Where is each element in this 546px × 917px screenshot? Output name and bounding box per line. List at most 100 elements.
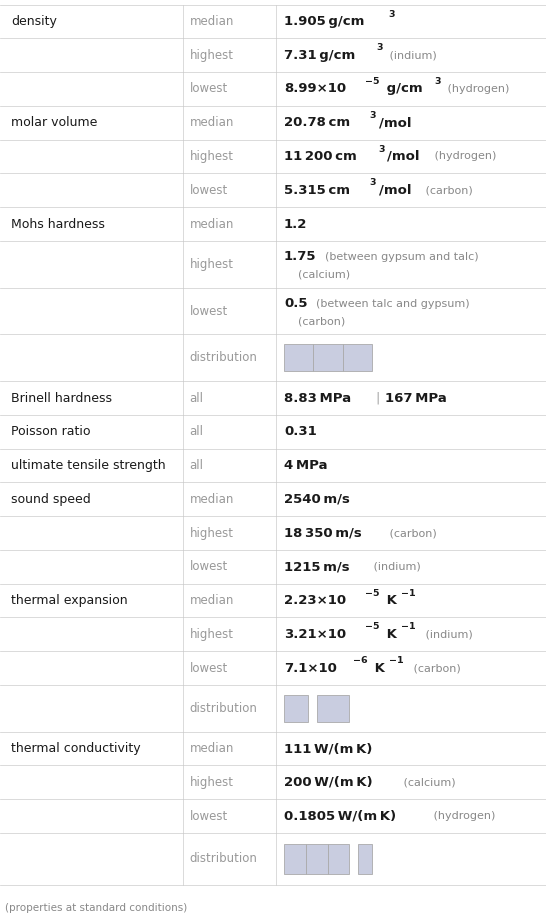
Text: thermal conductivity: thermal conductivity <box>11 742 140 755</box>
Text: 2540 m/s: 2540 m/s <box>284 492 350 506</box>
Text: −5: −5 <box>365 623 379 632</box>
Text: (calcium): (calcium) <box>298 270 349 280</box>
Text: Mohs hardness: Mohs hardness <box>11 217 105 230</box>
Text: (between gypsum and talc): (between gypsum and talc) <box>325 252 478 261</box>
Text: (carbon): (carbon) <box>410 663 460 673</box>
Text: −1: −1 <box>401 623 416 632</box>
Text: K: K <box>372 661 385 675</box>
Text: lowest: lowest <box>189 83 228 95</box>
Text: Poisson ratio: Poisson ratio <box>11 425 91 438</box>
Text: (hydrogen): (hydrogen) <box>431 151 496 161</box>
Text: median: median <box>189 492 234 506</box>
Text: distribution: distribution <box>189 351 257 364</box>
Text: 0.31: 0.31 <box>284 425 317 438</box>
Text: (properties at standard conditions): (properties at standard conditions) <box>5 903 188 913</box>
Text: distribution: distribution <box>189 702 257 715</box>
Text: highest: highest <box>189 526 234 539</box>
Bar <box>313 344 343 371</box>
Text: all: all <box>189 425 204 438</box>
Text: 200 W/(m K): 200 W/(m K) <box>284 776 372 789</box>
Text: highest: highest <box>189 49 234 61</box>
Text: −5: −5 <box>365 77 379 86</box>
Text: K: K <box>384 628 397 641</box>
Text: (calcium): (calcium) <box>400 778 455 788</box>
Text: 167 MPa: 167 MPa <box>385 392 447 404</box>
Text: 11 200 cm: 11 200 cm <box>284 150 357 163</box>
Bar <box>284 695 308 722</box>
Text: sound speed: sound speed <box>11 492 91 506</box>
Text: K: K <box>384 594 397 607</box>
Bar <box>358 844 372 874</box>
Text: 3.21×10: 3.21×10 <box>284 628 346 641</box>
Text: |: | <box>375 392 379 404</box>
Text: median: median <box>189 594 234 607</box>
Text: 18 350 m/s: 18 350 m/s <box>284 526 361 539</box>
Bar <box>343 344 372 371</box>
Text: 1.905 g/cm: 1.905 g/cm <box>284 15 364 28</box>
Text: median: median <box>189 15 234 28</box>
Text: /mol: /mol <box>387 150 420 163</box>
Bar <box>317 695 349 722</box>
Text: lowest: lowest <box>189 304 228 317</box>
Bar <box>328 844 349 874</box>
Text: −1: −1 <box>389 657 404 665</box>
Text: lowest: lowest <box>189 810 228 823</box>
Text: (hydrogen): (hydrogen) <box>430 812 496 821</box>
Text: (indium): (indium) <box>370 562 421 572</box>
Text: 8.99×10: 8.99×10 <box>284 83 346 95</box>
Text: 4 MPa: 4 MPa <box>284 459 328 472</box>
Bar <box>284 844 306 874</box>
Text: (carbon): (carbon) <box>422 185 473 195</box>
Text: all: all <box>189 459 204 472</box>
Text: −1: −1 <box>401 589 416 598</box>
Text: median: median <box>189 742 234 755</box>
Text: all: all <box>189 392 204 404</box>
Text: (hydrogen): (hydrogen) <box>444 84 509 94</box>
Text: thermal expansion: thermal expansion <box>11 594 128 607</box>
Text: highest: highest <box>189 150 234 163</box>
Text: 3: 3 <box>388 9 395 18</box>
Text: 3: 3 <box>370 178 376 187</box>
Text: 5.315 cm: 5.315 cm <box>284 183 350 197</box>
Bar <box>306 844 328 874</box>
Text: g/cm: g/cm <box>384 83 423 95</box>
Text: (carbon): (carbon) <box>386 528 437 538</box>
Text: density: density <box>11 15 57 28</box>
Text: ultimate tensile strength: ultimate tensile strength <box>11 459 165 472</box>
Text: 3: 3 <box>378 145 385 153</box>
Text: 8.83 MPa: 8.83 MPa <box>284 392 351 404</box>
Text: molar volume: molar volume <box>11 116 97 129</box>
Text: (carbon): (carbon) <box>298 316 345 326</box>
Text: /mol: /mol <box>378 183 411 197</box>
Text: highest: highest <box>189 776 234 789</box>
Text: 0.1805 W/(m K): 0.1805 W/(m K) <box>284 810 396 823</box>
Text: median: median <box>189 217 234 230</box>
Text: median: median <box>189 116 234 129</box>
Text: 3: 3 <box>376 43 383 52</box>
Text: lowest: lowest <box>189 183 228 197</box>
Text: 1.75: 1.75 <box>284 250 317 263</box>
Text: 7.1×10: 7.1×10 <box>284 661 337 675</box>
Text: lowest: lowest <box>189 661 228 675</box>
Text: −5: −5 <box>365 589 379 598</box>
Text: 1215 m/s: 1215 m/s <box>284 560 349 573</box>
Text: (indium): (indium) <box>387 50 437 61</box>
Text: 20.78 cm: 20.78 cm <box>284 116 350 129</box>
Text: 3: 3 <box>434 77 441 86</box>
Text: 1.2: 1.2 <box>284 217 307 230</box>
Text: 0.5: 0.5 <box>284 297 307 310</box>
Text: 111 W/(m K): 111 W/(m K) <box>284 742 372 755</box>
Bar <box>284 344 313 371</box>
Text: 3: 3 <box>370 111 376 120</box>
Text: highest: highest <box>189 628 234 641</box>
Text: highest: highest <box>189 258 234 271</box>
Text: Brinell hardness: Brinell hardness <box>11 392 112 404</box>
Text: lowest: lowest <box>189 560 228 573</box>
Text: 2.23×10: 2.23×10 <box>284 594 346 607</box>
Text: 7.31 g/cm: 7.31 g/cm <box>284 49 355 61</box>
Text: −6: −6 <box>353 657 367 665</box>
Text: (indium): (indium) <box>422 629 472 639</box>
Text: /mol: /mol <box>379 116 411 129</box>
Text: (between talc and gypsum): (between talc and gypsum) <box>316 299 469 308</box>
Text: distribution: distribution <box>189 853 257 866</box>
